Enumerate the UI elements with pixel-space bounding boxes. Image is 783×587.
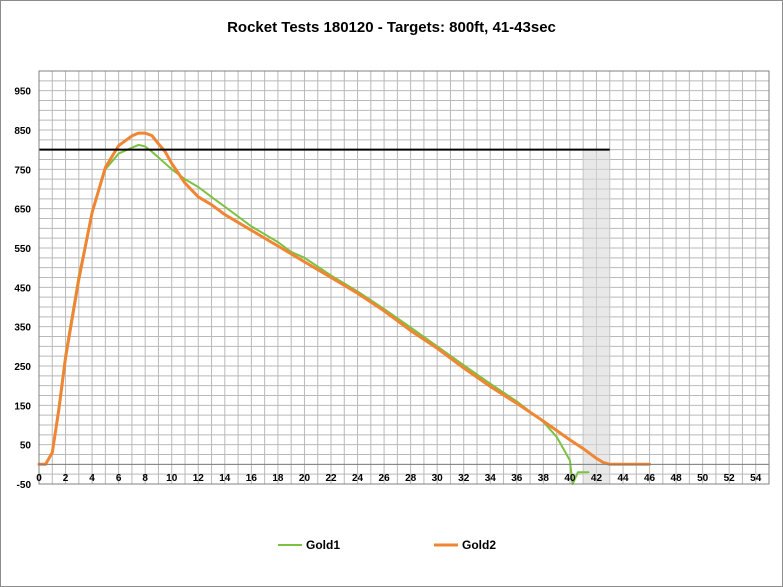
series-line-gold2 (37, 131, 651, 466)
x-tick-label: 32 (458, 473, 470, 484)
series-lines (37, 131, 651, 485)
target-time-band (583, 149, 610, 484)
x-tick-label: 26 (379, 473, 391, 484)
x-tick-label: 14 (219, 473, 231, 484)
y-tick-label: -50 (17, 480, 32, 491)
y-tick-label: 450 (14, 283, 31, 294)
legend-label-gold1: Gold1 (306, 538, 340, 552)
legend-label-gold2: Gold2 (462, 538, 496, 552)
x-tick-label: 38 (538, 473, 550, 484)
plot-border (38, 70, 770, 485)
x-tick-label: 48 (671, 473, 683, 484)
y-tick-label: 50 (20, 441, 32, 452)
y-tick-label: 250 (14, 362, 31, 373)
y-tick-label: 750 (14, 165, 31, 176)
x-tick-label: 46 (644, 473, 656, 484)
x-tick-label: 44 (617, 473, 629, 484)
x-tick-label: 8 (142, 473, 148, 484)
x-tick-label: 30 (432, 473, 444, 484)
x-tick-label: 40 (564, 473, 576, 484)
target-window (583, 149, 610, 484)
axes: 0 2 4 6 8 10 12 14 16 18 20 22 24 26 28 30 32 34 36 38 40 42 4… (14, 70, 770, 491)
x-tick-label: 28 (405, 473, 417, 484)
x-tick-label: 42 (591, 473, 603, 484)
y-tick-label: 350 (14, 323, 31, 334)
x-tick-label: 54 (750, 473, 762, 484)
x-tick-label: 6 (116, 473, 122, 484)
x-tick-label: 24 (352, 473, 364, 484)
legend: Gold1 Gold2 (278, 538, 496, 552)
y-tick-label: 150 (14, 401, 31, 412)
x-tick-label: 4 (89, 473, 95, 484)
y-tick-label: 950 (14, 87, 31, 98)
y-tick-label: 550 (14, 244, 31, 255)
chart-title: Rocket Tests 180120 - Targets: 800ft, 41… (227, 19, 556, 36)
x-tick-label: 50 (697, 473, 709, 484)
x-tick-label: 16 (246, 473, 258, 484)
x-tick-label: 34 (485, 473, 497, 484)
x-tick-label: 18 (272, 473, 284, 484)
x-tick-label: 2 (63, 473, 69, 484)
x-tick-label: 0 (36, 473, 42, 484)
x-tick-label: 12 (193, 473, 205, 484)
y-tick-label: 650 (14, 205, 31, 216)
x-tick-label: 22 (325, 473, 337, 484)
y-tick-label: 850 (14, 126, 31, 137)
x-tick-label: 36 (511, 473, 523, 484)
x-tick-label: 20 (299, 473, 311, 484)
x-tick-label: 52 (724, 473, 736, 484)
x-tick-label: 10 (166, 473, 178, 484)
